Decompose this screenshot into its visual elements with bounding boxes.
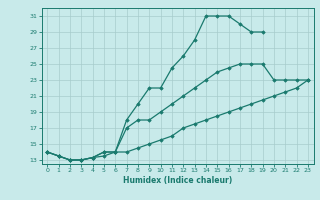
X-axis label: Humidex (Indice chaleur): Humidex (Indice chaleur) [123, 176, 232, 185]
